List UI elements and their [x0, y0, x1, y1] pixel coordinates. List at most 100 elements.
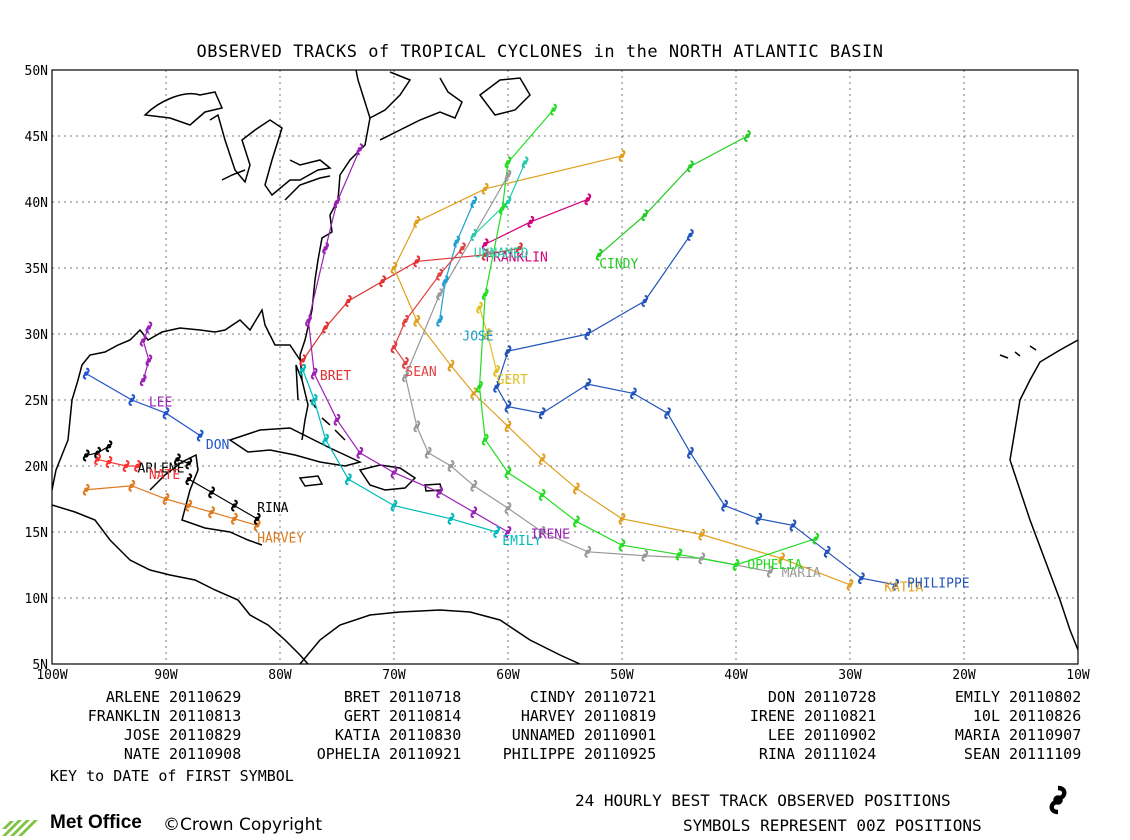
storm-symbol-icon	[698, 528, 706, 541]
footer-line1: 24 HOURLY BEST TRACK OBSERVED POSITIONS	[575, 791, 951, 810]
legend-entry: NATE	[124, 745, 160, 763]
legend-storm-date: 20111109	[1009, 745, 1082, 763]
lon-label: 80W	[268, 668, 292, 680]
storm-symbol-icon	[453, 235, 461, 248]
legend-storm-date: 20110721	[584, 688, 657, 706]
storm-symbol-icon	[436, 268, 443, 281]
storm-label-irene: IRENE	[531, 528, 570, 543]
storm-symbol-icon	[573, 515, 580, 528]
storm-symbol-icon	[105, 440, 113, 453]
storm-symbol-icon	[504, 420, 512, 433]
storm-symbol-icon	[82, 483, 90, 496]
storm-label-katia: KATIA	[884, 580, 923, 595]
storm-symbol-icon	[527, 215, 535, 228]
lon-label: 10W	[1066, 668, 1090, 680]
storm-symbol-icon	[231, 512, 238, 525]
storm-symbol-icon	[390, 466, 398, 479]
lat-label: 15N	[25, 526, 48, 541]
storm-label-nate: NATE	[149, 468, 180, 483]
track-nate	[97, 458, 138, 467]
storm-symbol-icon	[413, 215, 421, 228]
storm-label-arlene: ARLENE	[138, 462, 185, 477]
storm-symbol-icon	[755, 512, 763, 525]
storm-label-harvey: HARVEY	[257, 532, 304, 547]
storm-symbol-icon	[208, 506, 215, 519]
legend-storm-date: 20110901	[584, 726, 657, 744]
storm-label-unnamed: UNNAMED	[474, 246, 529, 261]
legend-entry: UNNAMED	[512, 726, 575, 744]
track-lee	[142, 327, 150, 381]
storm-symbol-icon	[333, 196, 341, 208]
legend-storm-date: 20110802	[1009, 688, 1082, 706]
storm-tracks	[85, 109, 896, 586]
legend-entry: JOSE	[124, 726, 160, 744]
legend-storm-name: KATIA	[334, 726, 380, 744]
hurricane-symbol-icon	[1049, 785, 1067, 815]
lon-label: 40W	[724, 668, 748, 680]
legend-storm-date: 20110925	[584, 745, 657, 763]
legend-storm-name: PHILIPPE	[502, 745, 575, 763]
lat-label: 40N	[25, 196, 48, 211]
legend-storm-date: 20111024	[804, 745, 877, 763]
storm-symbol-icon	[447, 359, 455, 372]
storm-label-sean: SEAN	[405, 365, 436, 380]
legend-entry: SEAN	[964, 745, 1000, 763]
storm-symbol-icon	[573, 482, 580, 495]
storm-label-maria: MARIA	[782, 566, 821, 581]
storm-symbol-icon	[584, 193, 592, 206]
lat-lon-grid	[52, 70, 1078, 664]
storm-symbol-icon	[858, 572, 865, 585]
legend-storm-name: MARIA	[954, 726, 1000, 744]
legend-entry: 10L	[973, 707, 1000, 725]
legend-storm-date: 20110908	[169, 745, 242, 763]
track-sean	[393, 247, 463, 364]
legend-storm-date: 20110728	[804, 688, 877, 706]
lon-label: 50W	[610, 668, 634, 680]
storm-symbol-icon	[481, 182, 489, 195]
storm-symbol-icon	[185, 473, 193, 486]
lat-label: 5N	[32, 658, 48, 673]
key-note: KEY to DATE of FIRST SYMBOL	[50, 767, 294, 785]
legend-storm-name: 10L	[972, 707, 1000, 725]
storm-symbol-icon	[356, 143, 364, 156]
legend-storm-name: IRENE	[749, 707, 795, 725]
storm-symbol-icon	[436, 486, 443, 499]
lat-label: 20N	[25, 460, 48, 475]
storm-label-bret: BRET	[320, 369, 351, 384]
storm-symbol-icon	[823, 545, 831, 558]
storm-symbol-icon	[128, 479, 136, 492]
storm-symbol-icon	[789, 519, 797, 532]
storm-label-ophelia: OPHELIA	[747, 558, 802, 573]
storm-symbol-icon	[687, 229, 694, 241]
legend-entry: OPHELIA	[317, 745, 380, 763]
legend-storm-date: 20110921	[389, 745, 462, 763]
storm-labels: ARLENE BRET CINDY DON EMILY FRANKLIN GERT HARVE…	[138, 246, 970, 595]
storm-symbol-icon	[504, 466, 512, 479]
storm-label-philippe: PHILIPPE	[907, 576, 970, 591]
legend-entry: DON	[768, 688, 795, 706]
met-office-logo-text: Met Office	[50, 812, 142, 833]
lat-label: 50N	[25, 64, 48, 79]
storm-symbol-icon	[345, 295, 352, 307]
storm-symbol-icon	[390, 341, 398, 354]
legend-entry: BRET	[344, 688, 380, 706]
storm-track-map: ARLENE BRET CINDY DON EMILY FRANKLIN GERT HARVE…	[25, 64, 1090, 680]
legend-storm-name: LEE	[767, 726, 795, 744]
lon-label: 70W	[382, 668, 406, 680]
legend-storm-name: DON	[767, 688, 795, 706]
legend-storm-name: OPHELIA	[316, 745, 380, 763]
storm-symbol-icon	[231, 499, 238, 512]
footer-line2: SYMBOLS REPRESENT 00Z POSITIONS	[683, 816, 982, 835]
lat-label: 25N	[25, 394, 48, 409]
storm-symbol-icon	[145, 354, 153, 367]
storm-symbol-icon	[436, 288, 443, 301]
track-cindy	[598, 135, 748, 256]
storm-symbol-icon	[504, 196, 512, 208]
legend-entry: RINA	[759, 745, 795, 763]
storm-symbol-icon	[145, 321, 153, 334]
legend-storm-name: EMILY	[954, 688, 1000, 706]
legend-storm-date: 20110814	[389, 707, 462, 725]
legend-storm-name: SEAN	[963, 745, 1000, 763]
storm-symbol-icon	[128, 394, 136, 406]
